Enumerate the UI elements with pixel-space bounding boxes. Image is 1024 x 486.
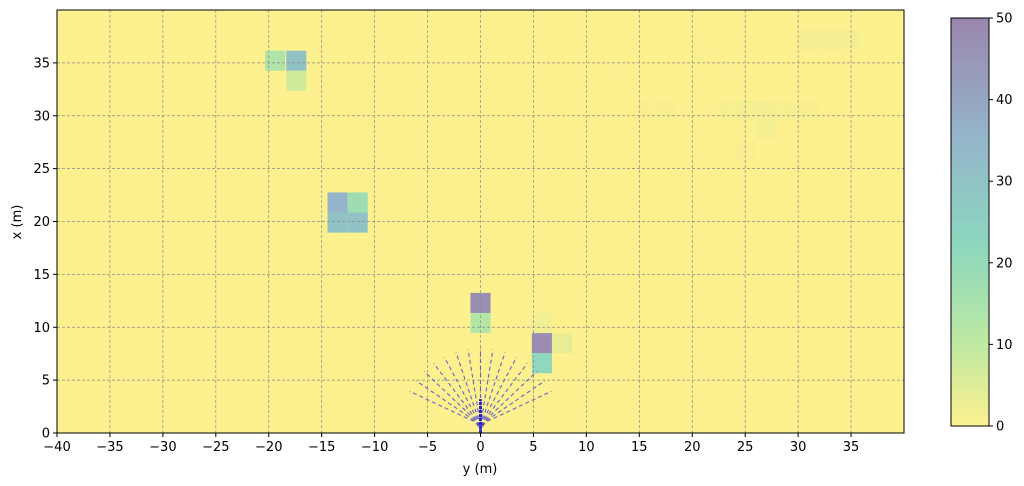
x-tick-label: 35 — [843, 440, 860, 455]
colorbar-tick-label: 0 — [996, 420, 1004, 435]
x-axis-ticks: −40 −35 −30 −25 −20 −15 −10 −5 0 5 10 15 20 25 30 35 — [43, 433, 859, 455]
heatmap-cell — [327, 192, 348, 213]
x-tick-label: 30 — [790, 440, 807, 455]
trajectory-line — [479, 363, 528, 434]
x-tick-label: −25 — [202, 440, 229, 455]
trajectory-fan — [409, 348, 552, 434]
trajectory-line — [433, 363, 482, 434]
heatmap-cell — [713, 60, 735, 81]
colorbar-tick-label: 50 — [996, 12, 1013, 27]
x-tick-label: −40 — [43, 440, 70, 455]
colorbar-tick-label: 30 — [996, 175, 1013, 190]
x-tick-label: 10 — [578, 440, 595, 455]
colorbar — [950, 17, 990, 427]
y-tick-label: 0 — [42, 427, 50, 442]
trajectory-line — [409, 390, 482, 434]
trajectory-line — [455, 352, 482, 434]
x-tick-label: −30 — [149, 440, 176, 455]
heatmap-cell — [634, 100, 655, 121]
y-tick-label: 35 — [33, 56, 50, 71]
heatmap-cell — [265, 50, 286, 71]
heatmap-cell — [286, 70, 307, 91]
heatmap-cell — [327, 212, 348, 233]
y-tick-label: 25 — [33, 162, 50, 177]
heatmap-cell — [531, 353, 552, 374]
heatmap-cell — [551, 333, 573, 354]
heatmap-cell — [531, 333, 552, 354]
y-axis-ticks: 0 5 10 15 20 25 30 35 — [33, 56, 57, 442]
x-tick-label: 0 — [476, 440, 484, 455]
heatmap-cell — [713, 100, 735, 121]
x-tick-label: 15 — [631, 440, 648, 455]
colorbar-tick-label: 40 — [996, 93, 1013, 108]
y-tick-label: 30 — [33, 109, 50, 124]
trajectory-line — [423, 371, 482, 434]
x-tick-label: −5 — [418, 440, 437, 455]
heatmap-cell — [347, 192, 368, 213]
heatmap-cell — [756, 100, 777, 121]
trajectory-line — [479, 356, 518, 434]
x-tick-label: −35 — [96, 440, 123, 455]
x-axis-label: y (m) — [463, 462, 498, 477]
trajectory-line — [479, 352, 506, 434]
y-tick-label: 10 — [33, 321, 50, 336]
trajectory-line — [479, 390, 552, 434]
x-tick-label: −15 — [308, 440, 335, 455]
heatmap-cell — [347, 212, 368, 233]
x-tick-label: −20 — [255, 440, 282, 455]
x-tick-label: 5 — [529, 440, 537, 455]
trajectory-line — [479, 380, 546, 434]
heatmap-cell — [798, 100, 819, 121]
trajectory-line — [443, 356, 482, 434]
heatmap-cell — [841, 29, 862, 50]
x-tick-label: 25 — [737, 440, 754, 455]
heatmap-cell — [470, 312, 491, 334]
heatmap-cell — [655, 100, 676, 121]
y-tick-label: 15 — [33, 268, 50, 283]
colorbar-tick-label: 10 — [996, 338, 1013, 353]
heatmap-cell — [531, 312, 552, 334]
x-tick-label: −10 — [361, 440, 388, 455]
x-tick-label: 20 — [684, 440, 701, 455]
heatmap-cell — [608, 60, 629, 81]
heatmap-cell — [756, 120, 777, 141]
colorbar-ticks: 0 10 20 30 40 50 — [989, 12, 1013, 435]
y-tick-label: 5 — [42, 374, 50, 389]
y-axis-label: x (m) — [10, 205, 25, 240]
heatmap-cell — [286, 50, 307, 71]
heatmap-cell — [819, 29, 840, 50]
heatmap-cell — [777, 100, 798, 121]
heatmap-cell — [798, 29, 819, 50]
colorbar-tick-label: 20 — [996, 256, 1013, 271]
trajectory-line — [479, 371, 538, 434]
trajectory-line — [415, 380, 482, 434]
heatmap-cell — [692, 42, 713, 63]
y-tick-label: 20 — [33, 215, 50, 230]
